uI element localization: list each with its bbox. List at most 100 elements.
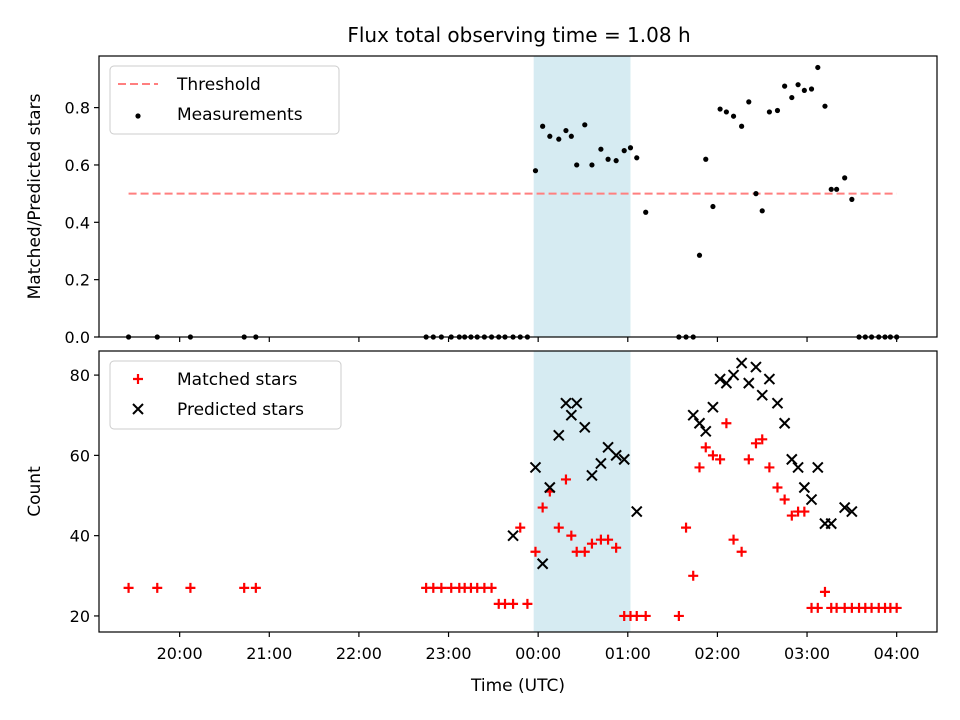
predicted-star-point bbox=[743, 377, 755, 389]
predicted-star-point bbox=[786, 453, 798, 466]
matched-star-point bbox=[799, 506, 810, 517]
measurement-point bbox=[842, 175, 848, 181]
measurement-point bbox=[766, 109, 773, 115]
measurement-point bbox=[532, 168, 539, 174]
matched-star-point bbox=[673, 610, 684, 621]
predicted-star-point bbox=[825, 517, 837, 530]
matched-star-point bbox=[586, 538, 597, 549]
matched-star-point bbox=[250, 582, 261, 593]
measurement-point bbox=[753, 191, 759, 197]
predicted-star-point bbox=[812, 461, 824, 474]
matched-star-point bbox=[152, 582, 163, 593]
predicted-star-point bbox=[846, 505, 858, 518]
measurement-point bbox=[759, 208, 765, 214]
measurement-point bbox=[605, 156, 611, 162]
matched-star-point bbox=[728, 534, 739, 545]
y-tick-label: 40 bbox=[70, 527, 90, 546]
predicted-star-point bbox=[735, 357, 748, 369]
predicted-star-point bbox=[700, 425, 712, 437]
measurement-point bbox=[849, 196, 855, 202]
predicted-star-point bbox=[771, 397, 784, 409]
predicted-star-point bbox=[792, 461, 804, 474]
predicted-star-point bbox=[553, 429, 565, 442]
measurement-point bbox=[723, 109, 729, 115]
x-tick-label: 22:00 bbox=[336, 644, 382, 663]
legend-label: Measurements bbox=[177, 105, 303, 125]
x-axis-label: Time (UTC) bbox=[470, 676, 565, 696]
predicted-star-point bbox=[707, 401, 719, 413]
measurement-point bbox=[739, 123, 745, 129]
predicted-star-point bbox=[750, 361, 762, 373]
measurement-point bbox=[627, 145, 634, 151]
predicted-star-point bbox=[544, 481, 556, 494]
x-tick-label: 04:00 bbox=[874, 644, 920, 663]
matched-star-point bbox=[522, 598, 533, 609]
x-tick-label: 20:00 bbox=[157, 644, 203, 663]
predicted-star-point bbox=[798, 481, 811, 494]
matched-star-point bbox=[779, 494, 790, 505]
x-tick-label: 23:00 bbox=[425, 644, 471, 663]
predicted-star-point bbox=[536, 558, 549, 570]
predicted-star-point bbox=[579, 421, 591, 433]
legend-label: Matched stars bbox=[177, 370, 297, 390]
measurement-point bbox=[598, 146, 604, 152]
x-tick-label: 02:00 bbox=[694, 644, 740, 663]
matched-star-point bbox=[694, 462, 705, 473]
matched-star-point bbox=[530, 546, 541, 557]
axes-frame bbox=[98, 350, 938, 633]
x-tick-label: 21:00 bbox=[246, 644, 292, 663]
measurement-point bbox=[828, 186, 834, 192]
matched-star-point bbox=[764, 462, 775, 473]
matched-star-point bbox=[700, 442, 711, 453]
x-tick-label: 01:00 bbox=[605, 644, 651, 663]
measurement-point bbox=[774, 107, 781, 114]
predicted-star-point bbox=[693, 417, 706, 429]
y-tick-label: 0.0 bbox=[65, 328, 90, 347]
measurement-point bbox=[834, 186, 840, 192]
measurement-point bbox=[815, 64, 821, 71]
matched-star-point bbox=[560, 474, 571, 485]
legend-matched-swatch bbox=[133, 374, 143, 384]
matched-star-point bbox=[786, 510, 797, 521]
measurement-point bbox=[563, 127, 569, 134]
measurement-point bbox=[696, 252, 703, 258]
figure-title: Flux total observing time = 1.08 h bbox=[347, 23, 690, 47]
y-tick-label: 0.4 bbox=[65, 213, 90, 232]
measurement-point bbox=[574, 162, 580, 168]
predicted-star-point bbox=[763, 373, 776, 385]
predicted-star-point bbox=[610, 449, 622, 462]
predicted-star-point bbox=[714, 373, 726, 385]
legend-measurement-swatch bbox=[135, 113, 141, 119]
matched-star-point bbox=[553, 522, 564, 533]
predicted-star-point bbox=[631, 505, 643, 518]
y-tick-label: 0.8 bbox=[65, 99, 90, 118]
y-tick-label: 60 bbox=[70, 446, 90, 465]
predicted-star-point bbox=[586, 469, 598, 482]
matched-star-point bbox=[715, 454, 726, 465]
matched-star-point bbox=[611, 542, 622, 553]
matched-star-point bbox=[631, 610, 642, 621]
measurement-point bbox=[568, 133, 574, 139]
matched-star-point bbox=[436, 582, 447, 593]
matched-star-point bbox=[743, 454, 754, 465]
measurement-point bbox=[582, 122, 588, 128]
predicted-star-point bbox=[727, 369, 740, 381]
y-axis-label: Count bbox=[25, 466, 45, 517]
predicted-star-point bbox=[687, 409, 699, 421]
measurement-point bbox=[703, 156, 709, 162]
axes-frame bbox=[98, 55, 938, 338]
matched-star-point bbox=[515, 522, 526, 533]
predicted-star-point bbox=[838, 501, 851, 514]
predicted-star-point bbox=[570, 397, 583, 409]
matched-star-point bbox=[537, 502, 548, 513]
measurement-point bbox=[822, 103, 828, 109]
ratio-panel: 0.0 0.2 0.4 0.6 0.8 Matched/Predicted stars Th… bbox=[25, 55, 938, 347]
matched-star-point bbox=[508, 598, 519, 609]
legend-predicted-swatch bbox=[132, 403, 144, 415]
matched-star-point bbox=[688, 570, 699, 581]
matched-star-point bbox=[123, 582, 134, 593]
x-tick-label: 03:00 bbox=[784, 644, 830, 663]
matched-star-point bbox=[772, 482, 783, 493]
x-tick-label: 00:00 bbox=[515, 644, 561, 663]
measurement-point bbox=[717, 106, 723, 112]
